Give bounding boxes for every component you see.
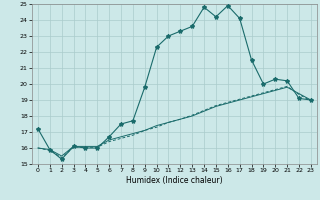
X-axis label: Humidex (Indice chaleur): Humidex (Indice chaleur): [126, 176, 223, 185]
